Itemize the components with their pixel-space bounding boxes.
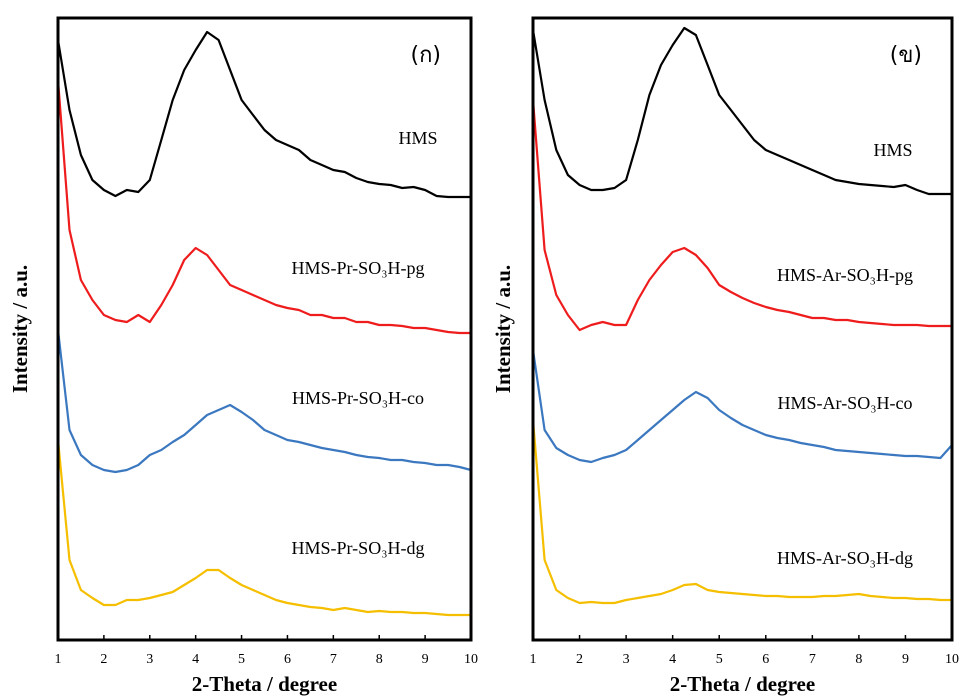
- series-line: [531, 349, 953, 464]
- x-tick-label: 6: [284, 652, 291, 667]
- y-axis-title: Intensity / a.u.: [8, 265, 32, 393]
- series-label: HMS: [873, 140, 912, 160]
- x-axis-title: 2-Theta / degree: [192, 672, 337, 696]
- series-label: HMS-Pr-SO₃H-co: [292, 388, 424, 408]
- panel-label: (ข): [890, 43, 922, 68]
- series-label: HMS-Ar-SO₃H-co: [778, 393, 913, 413]
- x-tick-label: 10: [464, 652, 478, 667]
- x-tick-label: 1: [55, 652, 62, 667]
- series-line: [56, 329, 472, 474]
- series-line: [531, 419, 952, 605]
- plot-frame: [56, 16, 473, 642]
- x-tick-label: 4: [192, 652, 199, 667]
- x-tick-label: 2: [100, 652, 107, 667]
- x-tick-label: 8: [376, 652, 383, 667]
- series-label: HMS-Ar-SO₃H-pg: [777, 265, 913, 285]
- x-tick-label: 1: [530, 652, 537, 667]
- x-axis-title: 2-Theta / degree: [670, 672, 815, 696]
- x-tick-label: 4: [669, 652, 676, 667]
- series-line: [531, 26, 952, 196]
- y-axis-title: Intensity / a.u.: [491, 265, 515, 393]
- plot-frame: [531, 16, 954, 642]
- x-tick-label: 7: [330, 652, 337, 667]
- series-line: [56, 439, 471, 617]
- x-tick-label: 7: [809, 652, 816, 667]
- x-tick-label: 10: [945, 652, 959, 667]
- series-line: [531, 99, 952, 332]
- x-tick-label: 6: [762, 652, 769, 667]
- x-tick-label: 9: [422, 652, 429, 667]
- x-tick-label: 3: [146, 652, 153, 667]
- series-label: HMS-Pr-SO₃H-pg: [292, 258, 425, 278]
- series-label: HMS: [398, 128, 437, 148]
- series-label: HMS-Pr-SO₃H-dg: [292, 538, 425, 558]
- series-line: [56, 79, 471, 335]
- x-tick-label: 3: [623, 652, 630, 667]
- series-label: HMS-Ar-SO₃H-dg: [777, 548, 913, 568]
- x-tick-label: 5: [716, 652, 723, 667]
- x-tick-label: 8: [855, 652, 862, 667]
- x-tick-label: 5: [238, 652, 245, 667]
- x-tick-label: 9: [902, 652, 909, 667]
- panel-label: (ก): [411, 43, 442, 68]
- x-tick-label: 2: [576, 652, 583, 667]
- series-line: [56, 30, 471, 199]
